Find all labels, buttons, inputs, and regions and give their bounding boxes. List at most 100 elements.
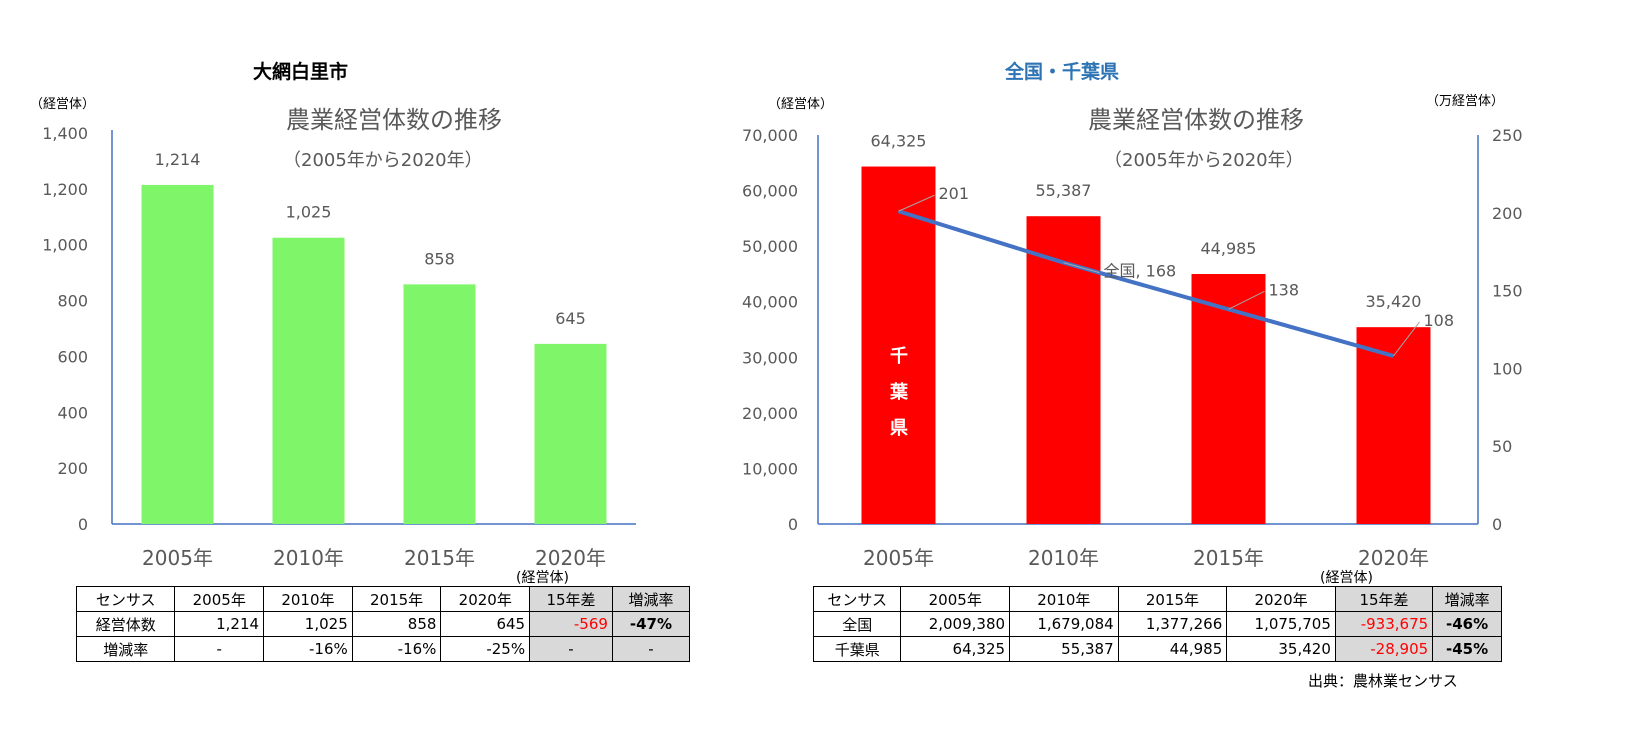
table-header-cell: 2020年 [1226,586,1336,612]
bar-data-label: 64,325 [871,132,927,151]
table-cell: 1,214 [174,611,265,637]
bar [403,284,476,524]
y-tick-label: 10,000 [742,459,798,478]
source-note: 出典：農林業センサス [1308,672,1458,690]
data-label: 645 [555,309,586,328]
right-table-unit: (経営体) [1320,570,1373,586]
left-chart-subtitle: （2005年から2020年） [283,150,483,171]
y2-tick-label: 100 [1492,359,1523,378]
y-tick-label: 200 [57,459,88,478]
bar-series-label: 葉 [889,382,909,403]
table-cell: 35,420 [1226,636,1336,662]
table-header-cell: 2010年 [1009,586,1119,612]
left-data-table: センサス 2005年 2010年 2015年 2020年 15年差 増減率 経営体数 1,214… [75,586,691,662]
y-tick-label: 70,000 [742,126,798,145]
y2-tick-label: 150 [1492,282,1523,301]
bar-series-label: 県 [890,418,908,439]
bar [141,184,214,524]
y-tick-label: 1,400 [42,124,88,143]
y-tick-label: 50,000 [742,237,798,256]
y-tick-label: 0 [78,515,88,534]
x-tick-label: 2020年 [1358,546,1429,570]
right-heading: 全国・千葉県 [1005,61,1120,83]
right-chart-subtitle: （2005年から2020年） [1104,150,1304,171]
table-row: 千葉県 64,325 55,387 44,985 35,420 -28,905 -45% [812,636,1502,662]
table-cell: -47% [611,611,691,637]
data-label: 1,214 [155,150,201,169]
table-cell: 2,009,380 [900,611,1011,637]
table-cell: 858 [351,611,442,637]
y-tick-label: 600 [57,347,88,366]
line-series [897,209,1395,358]
right-data-table: センサス 2005年 2010年 2015年 2020年 15年差 増減率 全国 2,009,3… [812,586,1502,662]
table-header-cell: 2005年 [174,586,265,612]
table-row: 増減率 - -16% -16% -25% - - [75,636,691,662]
table-cell: 経営体数 [75,611,176,637]
right-y-unit: （経営体） [768,97,834,112]
table-cell: 千葉県 [812,636,902,662]
table-cell: -16% [351,636,442,662]
table-cell: 44,985 [1117,636,1228,662]
y-tick-label: 1,200 [42,180,88,199]
line-data-label: 全国, 168 [1104,262,1177,281]
table-header-row: センサス 2005年 2010年 2015年 2020年 15年差 増減率 [75,586,691,612]
table-header-cell: 2015年 [1117,586,1228,612]
bar-data-label: 35,420 [1366,292,1422,311]
right-y2-unit: （万経営体） [1426,94,1505,109]
table-header-cell: センサス [812,586,902,612]
leader-line [1228,290,1265,310]
line-data-label: 108 [1424,311,1455,330]
table-header-cell: 15年差 [529,586,613,612]
y-tick-label: 400 [57,403,88,422]
table-cell: -569 [529,611,613,637]
leader-line [1063,262,1100,274]
left-heading: 大網白里市 [253,61,349,83]
table-header-cell: 増減率 [611,586,691,612]
table-header-cell: 15年差 [1334,586,1434,612]
y-tick-label: 0 [788,515,798,534]
y2-tick-label: 250 [1492,126,1523,145]
table-cell: 1,075,705 [1226,611,1336,637]
bar [1356,327,1431,524]
table-header-cell: 2005年 [900,586,1011,612]
table-cell: 645 [440,611,531,637]
x-tick-label: 2010年 [273,546,344,570]
line-data-label: 201 [939,184,970,203]
y-tick-label: 30,000 [742,348,798,367]
table-cell: -45% [1432,636,1502,662]
table-header-row: センサス 2005年 2010年 2015年 2020年 15年差 増減率 [812,586,1502,612]
y-tick-label: 60,000 [742,182,798,201]
table-cell: - [174,636,265,662]
table-cell: 55,387 [1009,636,1119,662]
leader-line [1393,321,1420,357]
table-row: 経営体数 1,214 1,025 858 645 -569 -47% [75,611,691,637]
x-tick-label: 2020年 [535,546,606,570]
left-chart-title: 農業経営体数の推移 [286,106,502,134]
leader-line [898,194,935,212]
x-tick-label: 2010年 [1028,546,1099,570]
data-label: 858 [424,249,455,268]
table-cell: -16% [263,636,353,662]
table-cell: -28,905 [1334,636,1434,662]
bar [272,237,345,524]
table-cell: 64,325 [900,636,1011,662]
y-tick-label: 20,000 [742,404,798,423]
table-cell: 1,679,084 [1009,611,1119,637]
bar-data-label: 44,985 [1201,239,1257,258]
y2-tick-label: 0 [1492,515,1502,534]
bar [861,166,936,524]
left-table-unit: (経営体) [516,570,569,586]
bar-data-label: 55,387 [1036,181,1092,200]
table-cell: -933,675 [1334,611,1434,637]
table-header-cell: 2020年 [440,586,531,612]
y-tick-label: 40,000 [742,293,798,312]
x-tick-label: 2005年 [863,546,934,570]
table-cell: 1,025 [263,611,353,637]
table-cell: 1,377,266 [1117,611,1228,637]
table-header-cell: 2015年 [351,586,442,612]
table-row: 全国 2,009,380 1,679,084 1,377,266 1,075,705 -9… [812,611,1502,637]
y2-tick-label: 50 [1492,437,1512,456]
table-cell: 増減率 [75,636,176,662]
table-header-cell: 増減率 [1432,586,1502,612]
